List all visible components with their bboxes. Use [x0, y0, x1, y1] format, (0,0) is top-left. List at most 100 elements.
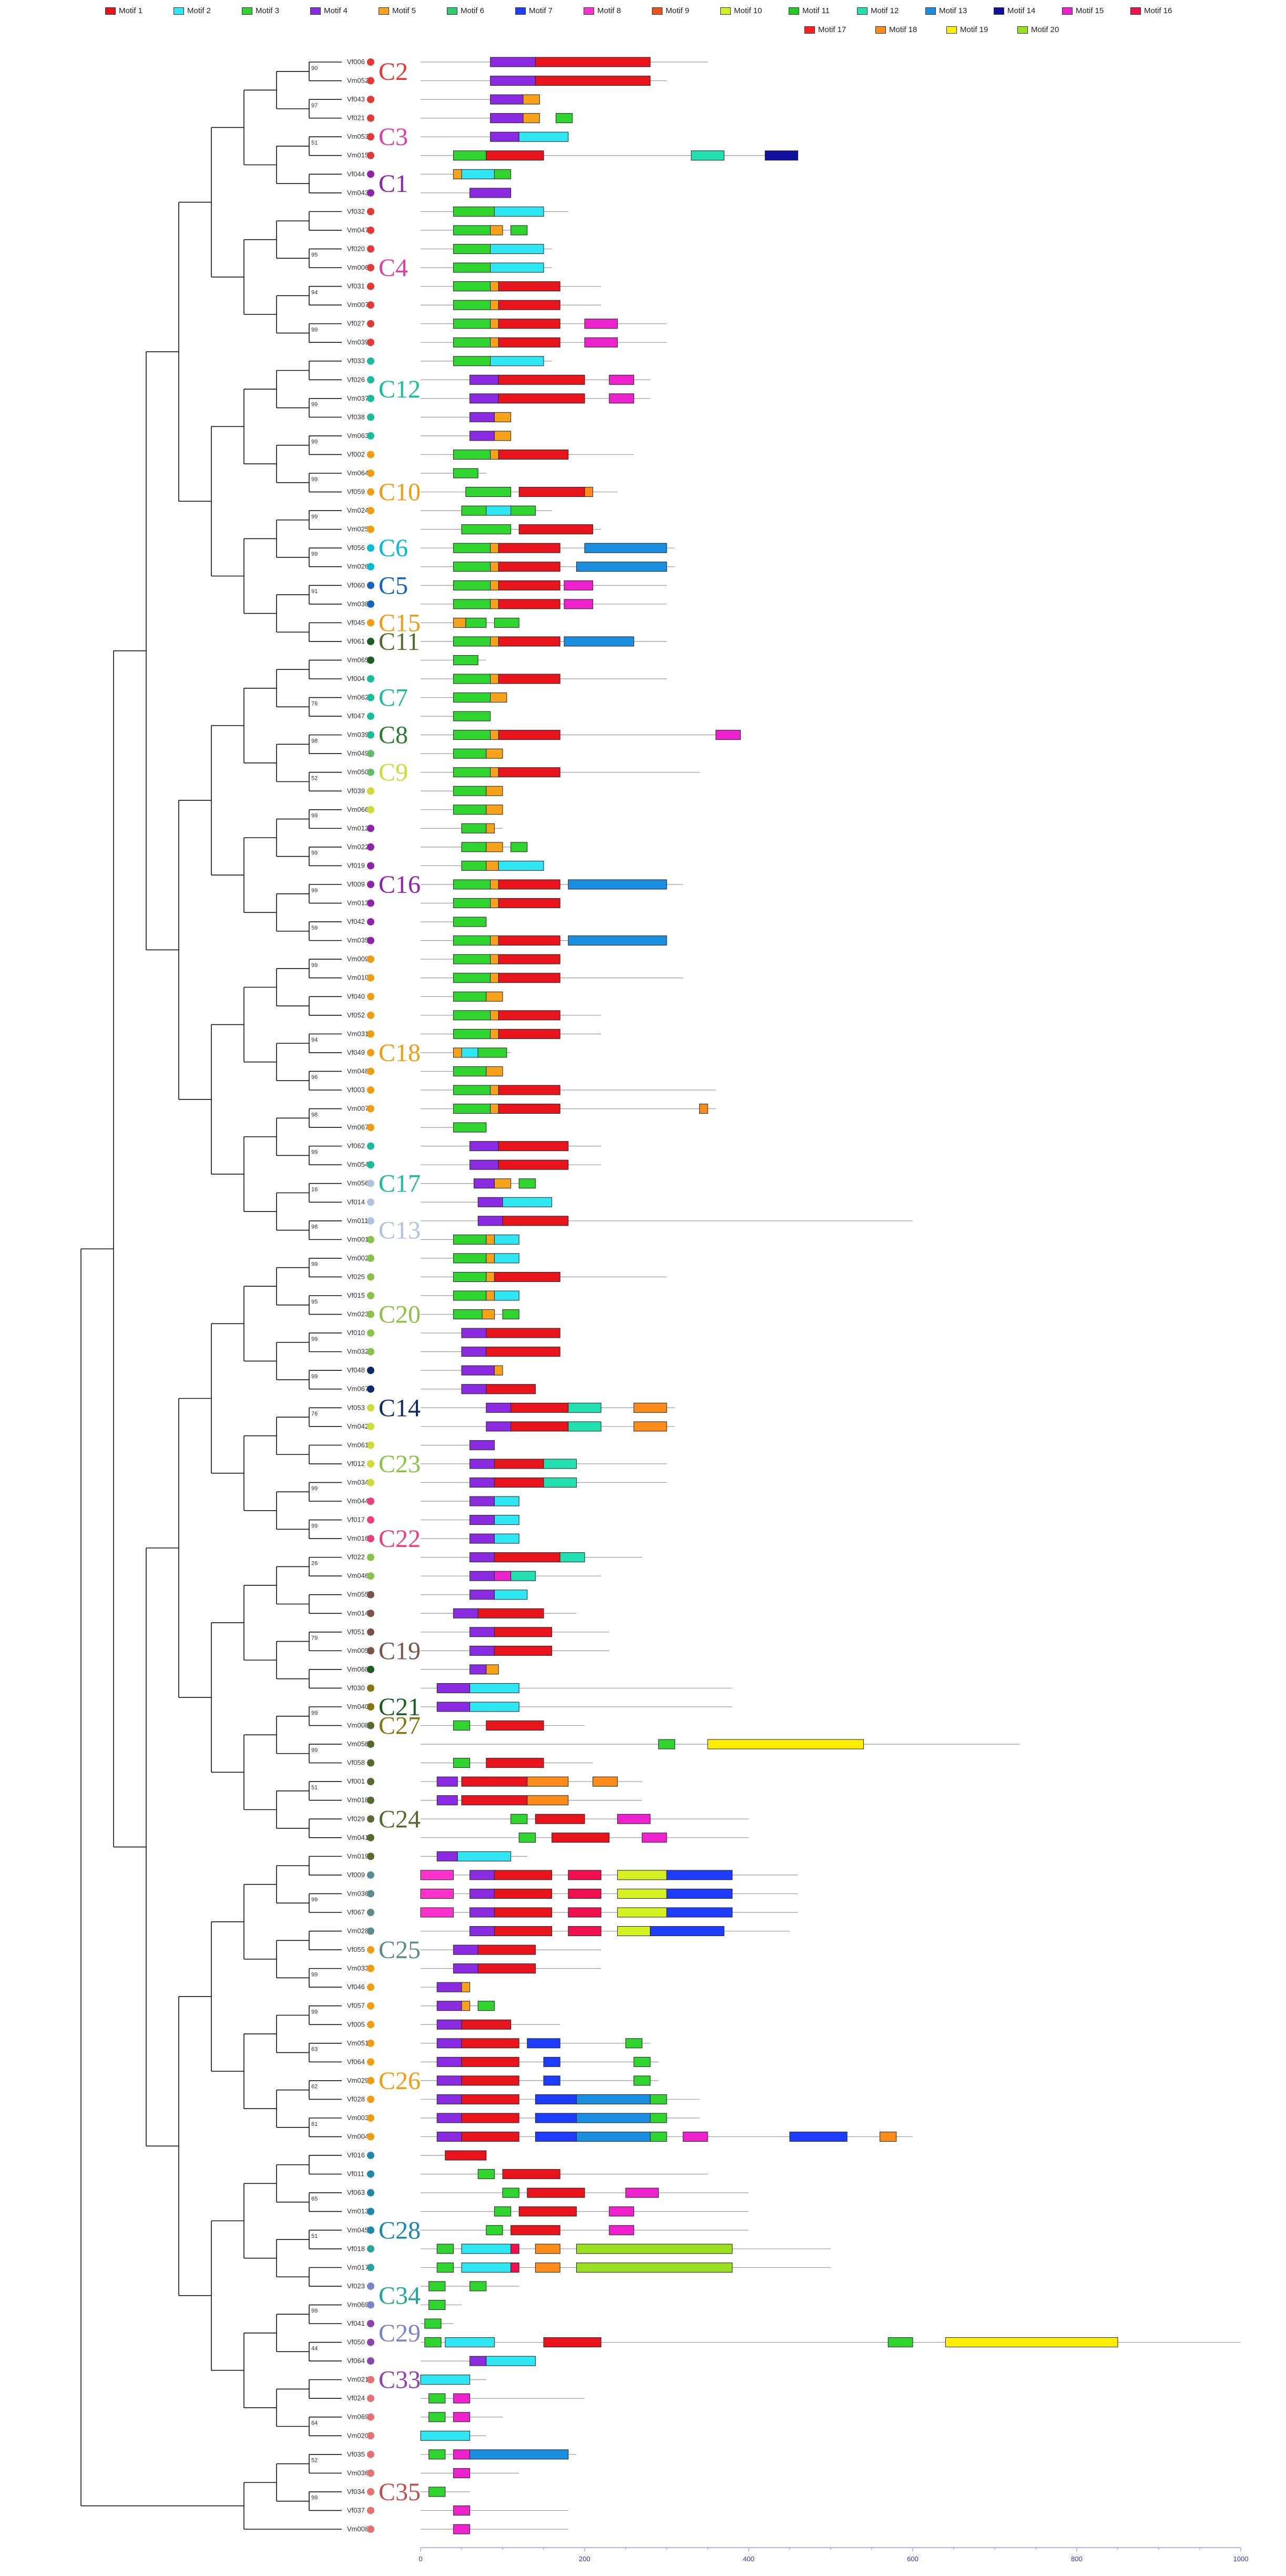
motif-box — [490, 636, 499, 647]
motif-box — [494, 1926, 553, 1937]
motif-box — [568, 1870, 601, 1880]
bootstrap-value: 76 — [311, 1411, 318, 1417]
motif-box — [511, 842, 528, 852]
motif-box — [436, 2113, 462, 2123]
bootstrap-value: 52 — [311, 776, 318, 782]
motif-box — [490, 879, 499, 890]
motif-box — [461, 1776, 528, 1787]
motif-box — [428, 2449, 446, 2460]
gene-label: Vf019 — [347, 861, 365, 869]
motif-box — [502, 1309, 519, 1320]
legend-swatch — [994, 7, 1004, 15]
motif-box — [490, 1085, 499, 1095]
gene-label: Vf005 — [347, 2020, 365, 2028]
gene-label: Vm039 — [347, 338, 369, 346]
motif-box — [634, 2075, 651, 2086]
clade-dot — [367, 376, 374, 384]
clade-dot — [367, 2133, 374, 2141]
clade-dot — [367, 1610, 374, 1617]
clade-dot — [367, 488, 374, 496]
clade-dot — [367, 1048, 374, 1056]
gene-label: Vm005 — [347, 1646, 369, 1654]
motif-box — [428, 2281, 446, 2292]
bootstrap-value: 94 — [311, 1037, 318, 1043]
legend-label: Motif 7 — [529, 6, 553, 15]
motif-box — [498, 562, 560, 572]
clade-label: C4 — [379, 254, 408, 282]
gene-label: Vm062 — [347, 694, 369, 701]
gene-label: Vf030 — [347, 1684, 365, 1692]
motif-box — [436, 2094, 462, 2104]
gene-label: Vm053 — [347, 133, 369, 140]
clade-dot — [367, 2021, 374, 2029]
clade-dot — [367, 974, 374, 982]
motif-box — [453, 262, 491, 273]
motif-box — [634, 1402, 667, 1413]
motif-box — [494, 1870, 553, 1880]
clade-dot — [367, 544, 374, 552]
clade-dot — [367, 470, 374, 477]
motif-box — [461, 2132, 519, 2142]
motif-box — [453, 281, 491, 292]
clade-dot — [367, 2282, 374, 2290]
motif-box — [436, 1702, 471, 1712]
gene-label: Vm003 — [347, 2114, 369, 2122]
legend-swatch — [946, 26, 957, 34]
gene-label: Vf046 — [347, 1983, 365, 1991]
clade-dot — [367, 413, 374, 421]
motif-box — [880, 2132, 897, 2142]
clade-dot — [367, 1722, 374, 1729]
motif-box — [535, 2244, 560, 2254]
motif-box — [453, 1720, 471, 1731]
clade-dot — [367, 862, 374, 870]
motif-box — [436, 2038, 462, 2049]
motif-box — [470, 1627, 495, 1637]
motif-box — [453, 2412, 471, 2422]
motif-box — [453, 2505, 471, 2516]
clade-dot — [367, 1142, 374, 1150]
motif-box — [518, 131, 569, 142]
clade-dot — [367, 637, 374, 645]
gene-label: Vf053 — [347, 1403, 365, 1411]
motif-box — [486, 748, 503, 759]
motif-box — [518, 487, 585, 497]
gene-label: Vf004 — [347, 675, 365, 683]
legend-label: Motif 6 — [461, 6, 485, 15]
gene-label: Vf022 — [347, 1553, 365, 1561]
gene-label: Vm055 — [347, 1591, 369, 1598]
motif-box — [461, 2019, 512, 2030]
gene-label: Vm006 — [347, 263, 369, 271]
motif-box — [494, 1590, 528, 1600]
motif-box — [420, 2430, 471, 2441]
motif-box — [486, 2225, 503, 2235]
clade-dot — [367, 1759, 374, 1767]
motif-box — [490, 113, 524, 124]
bootstrap-value: 99 — [311, 1149, 318, 1155]
motif-box — [453, 1085, 491, 1095]
clade-dot — [367, 1628, 374, 1636]
gene-label: Vf006 — [347, 58, 365, 66]
clade-dot — [367, 1404, 374, 1412]
motif-box — [498, 730, 560, 740]
motif-box — [461, 1384, 487, 1394]
motif-box — [461, 2038, 519, 2049]
motif-box — [498, 393, 585, 404]
gene-label: Vf031 — [347, 282, 365, 290]
motif-box — [453, 898, 491, 909]
motif-box — [609, 2225, 635, 2235]
motif-box — [498, 1159, 569, 1170]
gene-label: Vf032 — [347, 207, 365, 215]
motif-box — [543, 2056, 560, 2067]
motif-box — [470, 1590, 495, 1600]
clade-label: C28 — [379, 2216, 421, 2244]
legend-label: Motif 20 — [1031, 25, 1059, 34]
motif-box — [453, 991, 487, 1002]
clade-label: C9 — [379, 759, 408, 787]
clade-dot — [367, 1179, 374, 1187]
gene-label: Vf020 — [347, 245, 365, 252]
gene-label: Vm069 — [347, 2413, 369, 2421]
gene-label: Vf064 — [347, 2357, 365, 2365]
motif-box — [461, 1365, 495, 1376]
motif-box — [789, 2132, 848, 2142]
motif-box — [436, 1982, 462, 1992]
